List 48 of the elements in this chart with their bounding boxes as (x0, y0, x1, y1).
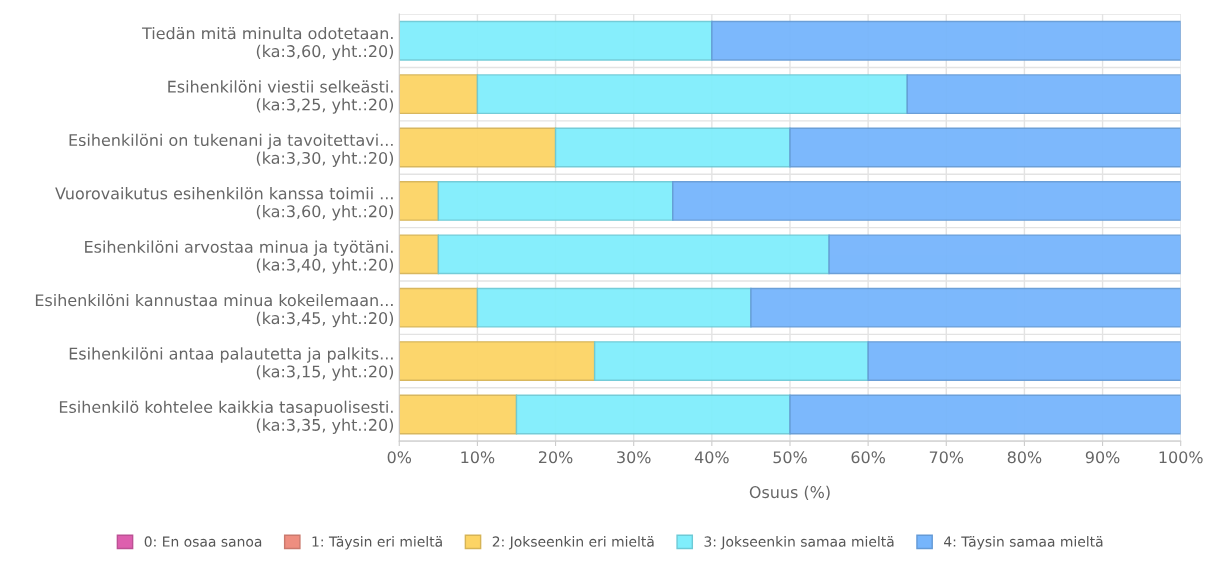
x-axis-title: Osuus (%) (749, 485, 830, 501)
bar (867, 341, 1181, 382)
x-tick-label: 70% (929, 451, 964, 464)
bar (515, 394, 791, 435)
legend-label: 0: En osaa sanoa (144, 536, 262, 547)
bar (437, 234, 830, 275)
bar (750, 287, 1181, 328)
bar (789, 127, 1181, 168)
y-tick-label: Esihenkilöni viestii selkeästi. (ka:3,25, yht.:20) (168, 80, 394, 114)
bar (906, 74, 1181, 115)
legend-label: 2: Jokseenkin eri mieltä (492, 536, 654, 550)
bar (711, 20, 1181, 61)
x-tick-label: 50% (773, 451, 807, 464)
y-tick-label: Esihenkilö kohtelee kaikkia tasapuolisesti. (ka:3,35, yht.:20) (59, 400, 394, 435)
x-tick-label: 0% (387, 451, 412, 464)
bar (399, 20, 713, 61)
legend-label: 3: Jokseenkin samaa mieltä (704, 536, 894, 550)
x-tick-label: 80% (1007, 451, 1042, 464)
y-tick-label: Esihenkilöni kannustaa minua kokeilemaan... (ka:3,45, yht.:20) (35, 293, 394, 328)
x-tick-label: 40% (694, 451, 729, 464)
y-tick-label: Esihenkilöni arvostaa minua ja työtäni. (ka:3,40, yht.:20) (85, 240, 394, 274)
x-tick-label: 60% (851, 451, 885, 464)
bar (399, 180, 440, 221)
bar (554, 127, 791, 168)
bar (399, 394, 518, 435)
x-tick-label: 30% (617, 451, 651, 464)
bar (399, 287, 479, 328)
y-tick-label: Vuorovaikutus esihenkilön kanssa toimii ... (ka:3,60, yht.:20) (55, 187, 394, 221)
x-tick-label: 20% (538, 451, 573, 464)
y-tick-label: Tiedän mitä minulta odotetaan. (ka:3,60, yht.:20) (141, 26, 394, 61)
bar (593, 341, 869, 382)
x-tick-label: 10% (461, 451, 495, 464)
legend-label: 1: Täysin eri mieltä (312, 536, 442, 550)
bar (476, 74, 908, 115)
bar (399, 234, 440, 275)
bar (437, 180, 674, 221)
bar (828, 234, 1181, 275)
bar (399, 341, 596, 382)
bar (399, 74, 479, 115)
y-tick-label: Esihenkilöni on tukenani ja tavoitettavi... (ka:3,30, yht.:20) (69, 133, 394, 168)
bar (399, 127, 557, 168)
y-tick-label: Esihenkilöni antaa palautetta ja palkits... (ka:3,15, yht.:20) (69, 347, 394, 381)
bar (476, 287, 752, 328)
bar (672, 180, 1181, 221)
x-tick-label: 90% (1085, 451, 1120, 464)
legend-label: 4: Täysin samaa mieltä (944, 536, 1103, 550)
bar (789, 394, 1181, 435)
x-tick-label: 100% (1159, 451, 1203, 464)
